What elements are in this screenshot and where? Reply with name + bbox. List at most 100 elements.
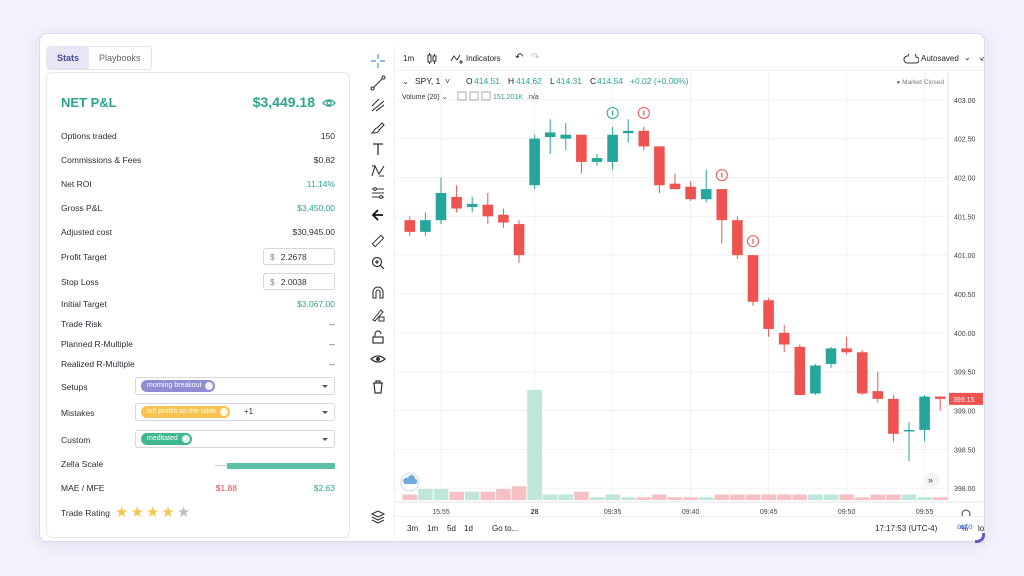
- volume-bar: [418, 489, 433, 500]
- pitchfork-icon[interactable]: [370, 97, 386, 113]
- zoom-in-icon[interactable]: [370, 255, 386, 271]
- star-icon[interactable]: ★: [145, 504, 160, 521]
- volume-bar: [792, 494, 808, 500]
- scroll-to-latest-button: [924, 472, 940, 488]
- row-mistakes: Mistakes left profits on the table × +1: [61, 403, 335, 422]
- profit-target-input[interactable]: $2.2678: [263, 248, 335, 265]
- volume-bar: [854, 497, 870, 500]
- legend-text: SPY, 1: [415, 76, 441, 86]
- volume-bar: [480, 491, 496, 500]
- auto-toggle[interactable]: auto: [957, 522, 973, 531]
- y-tick-label: 399.50: [954, 370, 976, 377]
- indicators-icon[interactable]: [450, 53, 464, 64]
- candle-body: [888, 398, 899, 434]
- unlock-icon[interactable]: [370, 329, 386, 345]
- stop-loss-value: 2.0038: [280, 277, 307, 287]
- brush-icon[interactable]: [370, 119, 386, 135]
- arrow-left-icon[interactable]: [370, 207, 386, 223]
- mae-mfe-label: MAE / MFE: [61, 483, 105, 493]
- row-stop-loss: Stop Loss $2.0038: [61, 273, 335, 291]
- prediction-icon[interactable]: [370, 185, 386, 201]
- candle-body: [482, 204, 494, 217]
- text-icon[interactable]: [370, 141, 386, 157]
- price-chart[interactable]: 403.00 402.50 402.00 401.50 401.00 400.50 400.…: [396, 72, 984, 516]
- adjusted-cost-label: Adjusted cost: [61, 227, 113, 237]
- legend-text: +0.02 (+0.00%): [630, 76, 689, 86]
- net-pnl-title: NET P&L: [61, 95, 117, 110]
- chevron-down-icon[interactable]: [322, 438, 328, 441]
- interval-button[interactable]: 1m: [403, 54, 415, 63]
- volume-bar: [449, 491, 464, 500]
- y-tick-label: 403.00: [954, 98, 976, 105]
- candle-style-icon[interactable]: [426, 52, 438, 65]
- candle-body: [654, 146, 665, 186]
- pattern-icon[interactable]: [370, 163, 386, 179]
- star-icon[interactable]: ★: [176, 504, 191, 521]
- star-icon[interactable]: ★: [161, 504, 175, 521]
- planned-r-value: --: [329, 339, 335, 349]
- range-3m[interactable]: 3m: [407, 524, 419, 533]
- goto-button[interactable]: Go to...: [492, 524, 519, 533]
- percent-toggle[interactable]: %: [961, 524, 969, 533]
- star-icon[interactable]: ★: [130, 504, 144, 521]
- volume-bar: [402, 494, 418, 500]
- volume-bar: [464, 491, 480, 500]
- remove-chip-icon[interactable]: ×: [219, 408, 228, 416]
- volume-bar: [808, 494, 823, 500]
- y-tick-label: 402.00: [954, 175, 976, 182]
- remove-chip-icon[interactable]: ×: [181, 435, 190, 443]
- legend-text: ⌄: [402, 76, 409, 86]
- range-1d[interactable]: 1d: [464, 524, 473, 533]
- stop-loss-input[interactable]: $2.0038: [263, 273, 335, 290]
- star-icon[interactable]: ★: [115, 504, 129, 521]
- eye-icon[interactable]: [322, 96, 336, 110]
- undo-icon[interactable]: ↶: [515, 52, 524, 63]
- candle-body: [576, 134, 587, 162]
- magnet-icon[interactable]: [370, 285, 386, 301]
- chevron-down-icon[interactable]: ⌄: [964, 53, 971, 62]
- row-gross-pnl: Gross P&L $3,450.00: [61, 203, 335, 217]
- candle-body: [810, 365, 821, 394]
- tab-playbooks[interactable]: Playbooks: [89, 47, 151, 69]
- trash-icon[interactable]: [370, 379, 386, 395]
- indicators-button[interactable]: Indicators: [466, 54, 501, 63]
- y-tick-label: 399.00: [954, 409, 976, 416]
- candle-body: [685, 186, 696, 200]
- trend-line-icon[interactable]: [370, 75, 386, 91]
- setups-select[interactable]: morning breakout ×: [135, 377, 335, 395]
- candle-body: [544, 132, 556, 138]
- legend-text: C: [590, 76, 596, 86]
- candle-body: [747, 255, 759, 302]
- candle-body: [669, 183, 681, 190]
- mistakes-select[interactable]: left profits on the table × +1: [135, 403, 335, 421]
- volume-bar: [932, 497, 948, 500]
- custom-select[interactable]: meditated ×: [135, 430, 335, 448]
- volume-bar: [527, 390, 542, 500]
- chart-toolbar: 1m Indicators ↶ ↷ Autosaved ⌄ ⤢: [395, 47, 984, 71]
- crosshair-icon[interactable]: [370, 53, 386, 69]
- candle-body: [638, 130, 650, 147]
- chevron-down-icon[interactable]: [322, 385, 328, 388]
- autosaved-label[interactable]: Autosaved: [921, 54, 959, 63]
- row-profit-target: Profit Target $2.2678: [61, 248, 335, 266]
- lock-drawing-icon[interactable]: [370, 307, 386, 323]
- candle-body: [607, 134, 618, 162]
- remove-chip-icon[interactable]: ×: [205, 382, 214, 390]
- volume-bar: [886, 494, 901, 500]
- star-rating[interactable]: ★ ★ ★ ★ ★: [115, 505, 190, 520]
- tab-stats[interactable]: Stats: [47, 47, 90, 69]
- volume-bar: [605, 494, 620, 500]
- chevron-down-icon[interactable]: [322, 411, 328, 414]
- log-toggle[interactable]: log: [978, 524, 985, 533]
- range-1m[interactable]: 1m: [427, 524, 439, 533]
- range-5d[interactable]: 5d: [447, 524, 456, 533]
- layers-icon[interactable]: [370, 509, 386, 525]
- ruler-icon[interactable]: [370, 233, 386, 249]
- visibility-icon[interactable]: [370, 351, 386, 367]
- currency-symbol: $: [270, 252, 275, 262]
- candle-body: [732, 220, 743, 256]
- redo-icon[interactable]: ↷: [531, 52, 540, 63]
- volume-bar: [433, 489, 449, 500]
- x-tick-label: 09:35: [604, 509, 622, 516]
- fullscreen-icon[interactable]: ⤢: [980, 51, 984, 64]
